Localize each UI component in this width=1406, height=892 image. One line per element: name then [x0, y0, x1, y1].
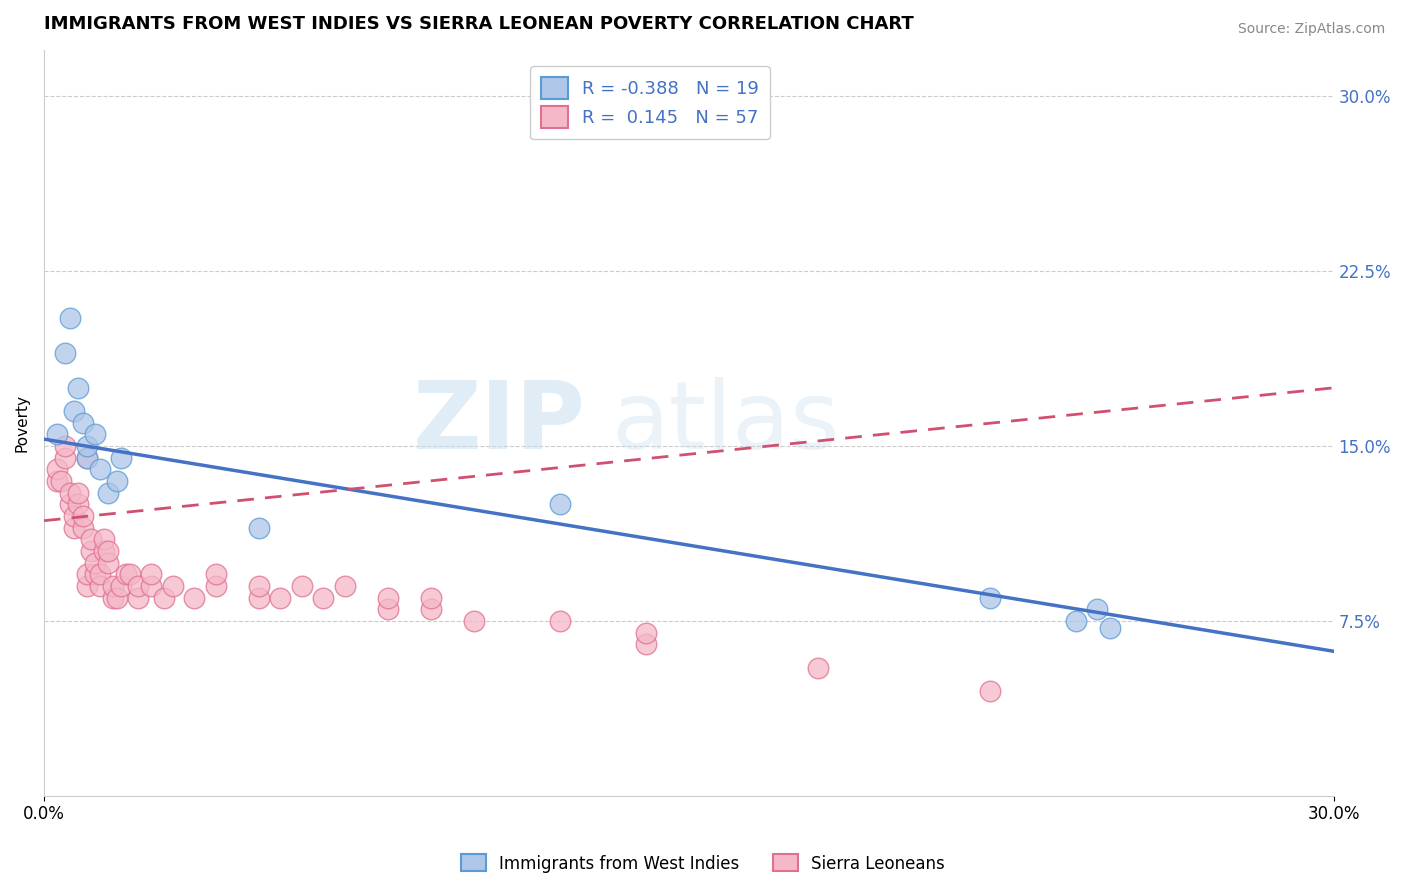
- Point: [548, 497, 571, 511]
- Point: [105, 591, 128, 605]
- Point: [72, 416, 94, 430]
- Point: [55, 346, 77, 360]
- Point: [141, 579, 163, 593]
- Point: [110, 579, 132, 593]
- Point: [183, 591, 205, 605]
- Point: [59, 310, 82, 325]
- Point: [84, 427, 107, 442]
- Point: [247, 591, 270, 605]
- Point: [89, 567, 111, 582]
- Point: [101, 579, 124, 593]
- Point: [291, 579, 314, 593]
- Point: [377, 591, 399, 605]
- Point: [67, 497, 90, 511]
- Point: [419, 591, 441, 605]
- Point: [1064, 614, 1087, 628]
- Point: [247, 521, 270, 535]
- Point: [979, 591, 1001, 605]
- Point: [312, 591, 335, 605]
- Point: [45, 462, 67, 476]
- Point: [63, 509, 86, 524]
- Text: IMMIGRANTS FROM WEST INDIES VS SIERRA LEONEAN POVERTY CORRELATION CHART: IMMIGRANTS FROM WEST INDIES VS SIERRA LE…: [44, 15, 914, 33]
- Point: [97, 544, 120, 558]
- Point: [205, 567, 228, 582]
- Point: [63, 521, 86, 535]
- Point: [127, 591, 149, 605]
- Point: [93, 533, 115, 547]
- Point: [377, 602, 399, 616]
- Point: [89, 462, 111, 476]
- Point: [269, 591, 291, 605]
- Point: [101, 591, 124, 605]
- Point: [162, 579, 184, 593]
- Point: [1098, 621, 1121, 635]
- Point: [247, 579, 270, 593]
- Point: [1085, 602, 1108, 616]
- Point: [63, 404, 86, 418]
- Point: [979, 684, 1001, 698]
- Point: [205, 579, 228, 593]
- Point: [45, 427, 67, 442]
- Point: [59, 497, 82, 511]
- Point: [84, 567, 107, 582]
- Point: [807, 660, 830, 674]
- Point: [110, 450, 132, 465]
- Point: [80, 533, 103, 547]
- Point: [153, 591, 176, 605]
- Point: [76, 579, 98, 593]
- Point: [76, 439, 98, 453]
- Point: [97, 485, 120, 500]
- Point: [141, 567, 163, 582]
- Point: [72, 521, 94, 535]
- Point: [67, 485, 90, 500]
- Point: [89, 579, 111, 593]
- Point: [333, 579, 356, 593]
- Legend: Immigrants from West Indies, Sierra Leoneans: Immigrants from West Indies, Sierra Leon…: [454, 847, 952, 880]
- Point: [55, 439, 77, 453]
- Point: [548, 614, 571, 628]
- Point: [67, 381, 90, 395]
- Point: [76, 450, 98, 465]
- Point: [76, 450, 98, 465]
- Legend: R = -0.388   N = 19, R =  0.145   N = 57: R = -0.388 N = 19, R = 0.145 N = 57: [530, 66, 770, 139]
- Point: [76, 567, 98, 582]
- Point: [634, 625, 657, 640]
- Point: [97, 556, 120, 570]
- Point: [45, 474, 67, 488]
- Point: [127, 579, 149, 593]
- Text: ZIP: ZIP: [412, 376, 585, 469]
- Point: [463, 614, 485, 628]
- Point: [49, 474, 72, 488]
- Point: [72, 509, 94, 524]
- Text: atlas: atlas: [612, 376, 839, 469]
- Point: [80, 544, 103, 558]
- Point: [634, 637, 657, 651]
- Point: [114, 567, 136, 582]
- Point: [105, 474, 128, 488]
- Y-axis label: Poverty: Poverty: [15, 393, 30, 451]
- Point: [93, 544, 115, 558]
- Point: [118, 567, 141, 582]
- Point: [419, 602, 441, 616]
- Text: Source: ZipAtlas.com: Source: ZipAtlas.com: [1237, 22, 1385, 37]
- Point: [84, 556, 107, 570]
- Point: [55, 450, 77, 465]
- Point: [59, 485, 82, 500]
